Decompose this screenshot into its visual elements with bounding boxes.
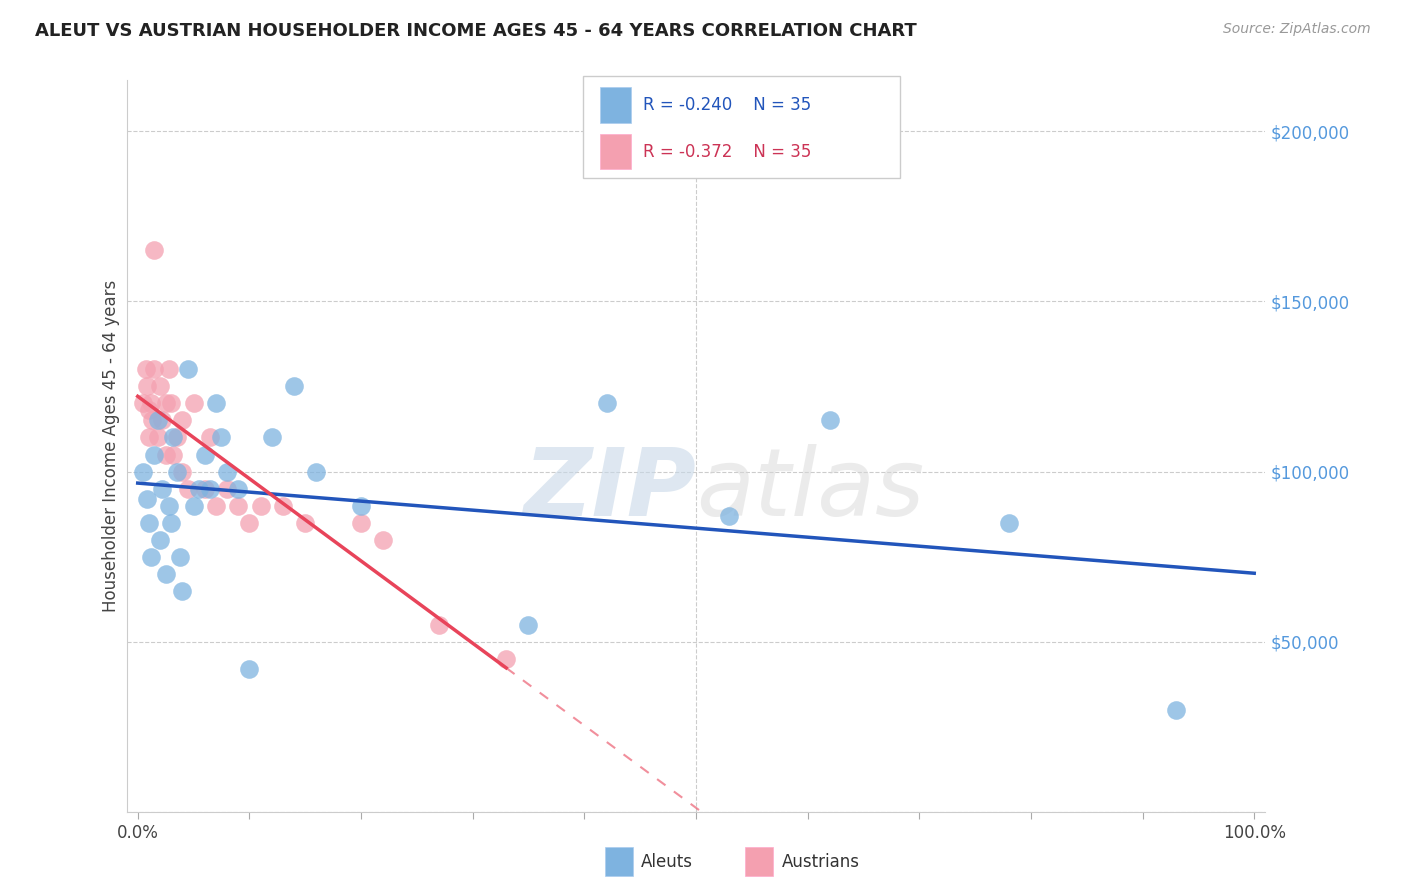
Point	[238, 516, 260, 530]
Point	[166, 430, 188, 444]
Point	[283, 379, 305, 393]
Point	[149, 533, 172, 547]
Point	[249, 499, 271, 513]
Point	[155, 396, 177, 410]
Point	[177, 362, 200, 376]
Text: atlas: atlas	[696, 444, 924, 535]
Point	[150, 482, 173, 496]
Point	[495, 651, 517, 665]
Text: Aleuts: Aleuts	[641, 853, 693, 871]
Point	[818, 413, 841, 427]
Point	[595, 396, 617, 410]
Point	[350, 499, 373, 513]
Point	[135, 491, 157, 506]
Point	[149, 379, 172, 393]
Point	[146, 430, 169, 444]
Point	[146, 413, 169, 427]
Point	[427, 617, 450, 632]
Point	[138, 403, 160, 417]
Point	[139, 396, 162, 410]
Text: ALEUT VS AUSTRIAN HOUSEHOLDER INCOME AGES 45 - 64 YEARS CORRELATION CHART: ALEUT VS AUSTRIAN HOUSEHOLDER INCOME AGE…	[35, 22, 917, 40]
Point	[183, 396, 205, 410]
Point	[135, 362, 156, 376]
Point	[238, 662, 260, 676]
Point	[200, 430, 222, 444]
Point	[141, 413, 163, 427]
Point	[205, 499, 228, 513]
Point	[260, 430, 283, 444]
Text: Source: ZipAtlas.com: Source: ZipAtlas.com	[1223, 22, 1371, 37]
Point	[350, 516, 373, 530]
Point	[157, 362, 180, 376]
Point	[132, 465, 155, 479]
Point	[143, 362, 166, 376]
Point	[155, 566, 177, 581]
Point	[271, 499, 294, 513]
Point	[205, 396, 228, 410]
Point	[169, 549, 191, 564]
Text: R = -0.372    N = 35: R = -0.372 N = 35	[643, 143, 811, 161]
Text: Austrians: Austrians	[782, 853, 859, 871]
Point	[215, 482, 238, 496]
Point	[135, 379, 157, 393]
Point	[160, 396, 183, 410]
Point	[997, 516, 1019, 530]
Point	[162, 448, 184, 462]
Point	[517, 617, 540, 632]
Point	[172, 413, 194, 427]
Point	[139, 549, 162, 564]
Point	[177, 482, 200, 496]
Point	[166, 465, 188, 479]
Point	[143, 448, 166, 462]
Point	[211, 430, 233, 444]
Point	[160, 516, 183, 530]
Text: ZIP: ZIP	[523, 444, 696, 536]
Point	[305, 465, 328, 479]
Point	[718, 508, 741, 523]
Y-axis label: Householder Income Ages 45 - 64 years: Householder Income Ages 45 - 64 years	[101, 280, 120, 612]
Point	[215, 465, 238, 479]
Point	[188, 482, 211, 496]
Point	[200, 482, 222, 496]
Point	[172, 465, 194, 479]
Point	[294, 516, 316, 530]
Point	[226, 482, 249, 496]
Point	[143, 244, 166, 258]
Point	[157, 499, 180, 513]
Point	[183, 499, 205, 513]
Point	[162, 430, 184, 444]
Point	[1164, 703, 1187, 717]
Point	[132, 396, 155, 410]
Point	[194, 448, 217, 462]
Text: R = -0.240    N = 35: R = -0.240 N = 35	[643, 96, 811, 114]
Point	[150, 413, 173, 427]
Point	[138, 516, 160, 530]
Point	[172, 583, 194, 598]
Point	[226, 499, 249, 513]
Point	[194, 482, 217, 496]
Point	[155, 448, 177, 462]
Point	[373, 533, 395, 547]
Point	[138, 430, 160, 444]
